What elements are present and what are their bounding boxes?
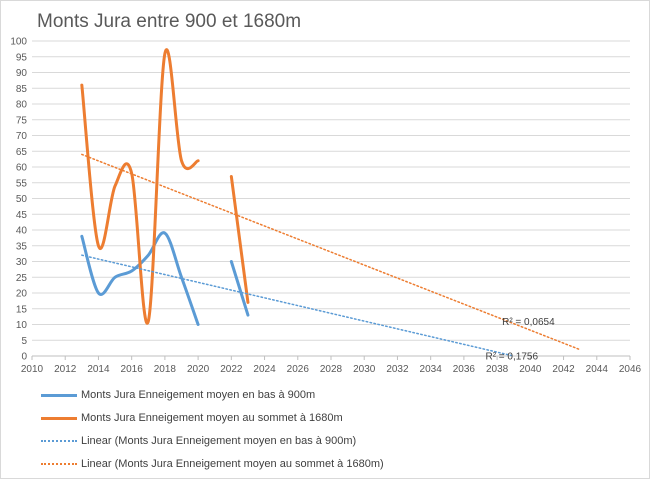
y-tick-label-55: 55 (16, 178, 28, 189)
y-tick-label-20: 20 (16, 289, 28, 300)
y-tick-label-65: 65 (16, 147, 28, 158)
y-tick-label-35: 35 (16, 241, 28, 252)
y-tick-label-100: 100 (10, 37, 27, 48)
x-tick-label-2014: 2014 (87, 364, 110, 375)
x-tick-label-2020: 2020 (187, 364, 210, 375)
x-tick-label-2030: 2030 (353, 364, 376, 375)
legend-item-sommet: Monts Jura Enneigement moyen au sommet à… (41, 407, 384, 429)
y-tick-label-60: 60 (16, 163, 28, 174)
y-tick-label-85: 85 (16, 84, 28, 95)
trendline-bas-900m-line (81, 254, 515, 357)
x-tick-label-2038: 2038 (486, 364, 509, 375)
x-tick-label-2034: 2034 (420, 364, 443, 375)
legend-swatch-linear-sommet (41, 463, 77, 465)
legend: Monts Jura Enneigement moyen en bas à 90… (41, 384, 384, 476)
y-tick-label-80: 80 (16, 100, 28, 111)
series-bas-900m-segment-2 (229, 260, 250, 317)
x-tick-label-2040: 2040 (519, 364, 542, 375)
legend-item-bas: Monts Jura Enneigement moyen en bas à 90… (41, 384, 384, 406)
legend-swatch-sommet (41, 416, 77, 420)
legend-swatch-linear-bas (41, 440, 77, 442)
trendline-bas-900m-r2-label: R² = 0,1756 (485, 352, 538, 363)
legend-label-bas: Monts Jura Enneigement moyen en bas à 90… (81, 389, 316, 401)
series-sommet-1680m-segment-2 (229, 174, 250, 304)
y-tick-label-50: 50 (16, 194, 28, 205)
y-tick-label-95: 95 (16, 52, 28, 63)
y-tick-label-45: 45 (16, 210, 28, 221)
x-tick-label-2018: 2018 (154, 364, 177, 375)
trendline-sommet-1680m-r2-label: R² = 0,0654 (502, 317, 555, 328)
x-tick-label-2046: 2046 (619, 364, 642, 375)
x-tick-label-2036: 2036 (453, 364, 476, 375)
x-tick-label-2028: 2028 (320, 364, 343, 375)
x-tick-label-2016: 2016 (121, 364, 144, 375)
legend-swatch-bas (41, 393, 77, 397)
legend-label-linear-bas: Linear (Monts Jura Enneigement moyen en … (81, 435, 357, 447)
y-tick-label-25: 25 (16, 273, 28, 284)
x-tick-label-2010: 2010 (21, 364, 44, 375)
x-tick-label-2032: 2032 (386, 364, 409, 375)
y-tick-label-10: 10 (16, 320, 28, 331)
x-tick-label-2044: 2044 (586, 364, 609, 375)
series-sommet-1680m-segment-1 (80, 48, 200, 325)
y-tick-label-40: 40 (16, 226, 28, 237)
y-tick-label-0: 0 (21, 352, 27, 363)
x-tick-label-2026: 2026 (287, 364, 310, 375)
legend-item-linear-bas: Linear (Monts Jura Enneigement moyen en … (41, 430, 384, 452)
y-tick-label-70: 70 (16, 131, 28, 142)
trendline-sommet-1680m-line (81, 153, 581, 351)
legend-label-sommet: Monts Jura Enneigement moyen au sommet à… (81, 412, 343, 424)
y-tick-label-15: 15 (16, 304, 28, 315)
x-tick-label-2024: 2024 (253, 364, 276, 375)
x-tick-label-2022: 2022 (220, 364, 243, 375)
y-tick-label-30: 30 (16, 257, 28, 268)
x-tick-label-2012: 2012 (54, 364, 77, 375)
chart-title: Monts Jura entre 900 et 1680m (37, 11, 302, 32)
x-tick-label-2042: 2042 (552, 364, 575, 375)
y-tick-label-90: 90 (16, 68, 28, 79)
legend-label-linear-sommet: Linear (Monts Jura Enneigement moyen au … (81, 458, 384, 470)
legend-item-linear-sommet: Linear (Monts Jura Enneigement moyen au … (41, 453, 384, 475)
y-tick-label-75: 75 (16, 115, 28, 126)
y-tick-label-5: 5 (21, 336, 27, 347)
